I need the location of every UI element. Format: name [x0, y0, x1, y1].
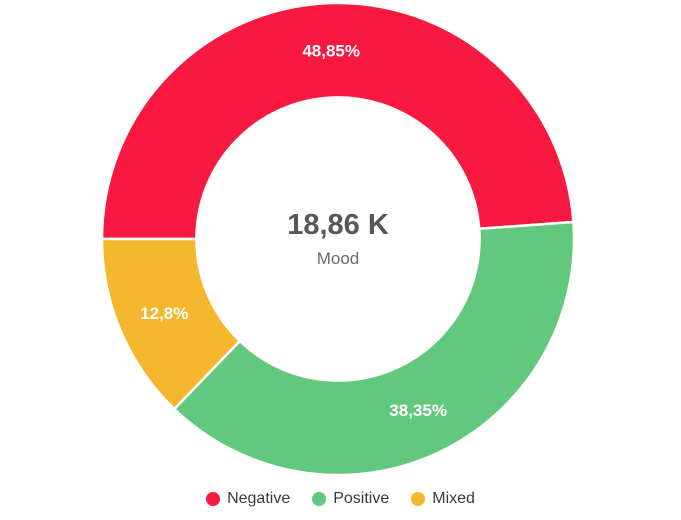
legend-label-negative: Negative — [227, 490, 291, 507]
legend-dot-negative — [206, 492, 221, 506]
legend-item-mixed[interactable]: Mixed — [411, 490, 475, 508]
legend-label-positive: Positive — [333, 490, 390, 507]
legend-dot-mixed — [411, 492, 426, 506]
slice-positive[interactable] — [173, 220, 576, 477]
slice-mixed[interactable] — [100, 237, 242, 411]
legend-item-negative[interactable]: Negative — [206, 490, 290, 508]
slice-negative[interactable] — [100, 1, 575, 241]
legend-dot-positive — [312, 492, 327, 506]
legend-item-positive[interactable]: Positive — [312, 490, 389, 508]
chart-legend: Negative Positive Mixed — [0, 490, 681, 508]
legend-label-mixed: Mixed — [432, 490, 475, 507]
